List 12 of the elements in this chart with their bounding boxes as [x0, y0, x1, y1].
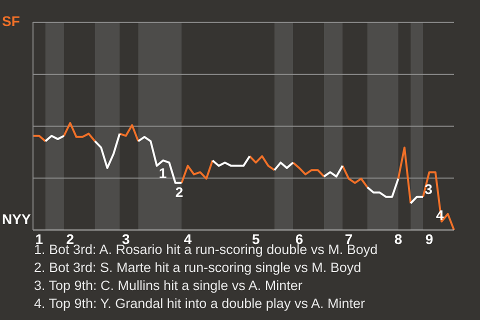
annotation: 3	[424, 181, 433, 198]
x-tick-label: 8	[394, 230, 402, 247]
text: 3. Top 9th: C. Mullins hit a single vs A. Minter	[34, 277, 304, 295]
x-tick-label: 4	[184, 230, 192, 247]
x-tick-label: 9	[425, 230, 434, 247]
text: SF	[2, 13, 20, 29]
text: NYY	[2, 211, 31, 227]
annotation: 1	[158, 164, 167, 181]
text: 2. Bot 3rd: S. Marte hit a run-scoring single vs M. Boyd	[34, 259, 362, 277]
annotation: 2	[175, 184, 184, 200]
text: 4. Top 9th: Y. Grandal hit into a double play vs A. Minter	[34, 295, 366, 313]
x-tick-label: 5	[252, 230, 260, 247]
